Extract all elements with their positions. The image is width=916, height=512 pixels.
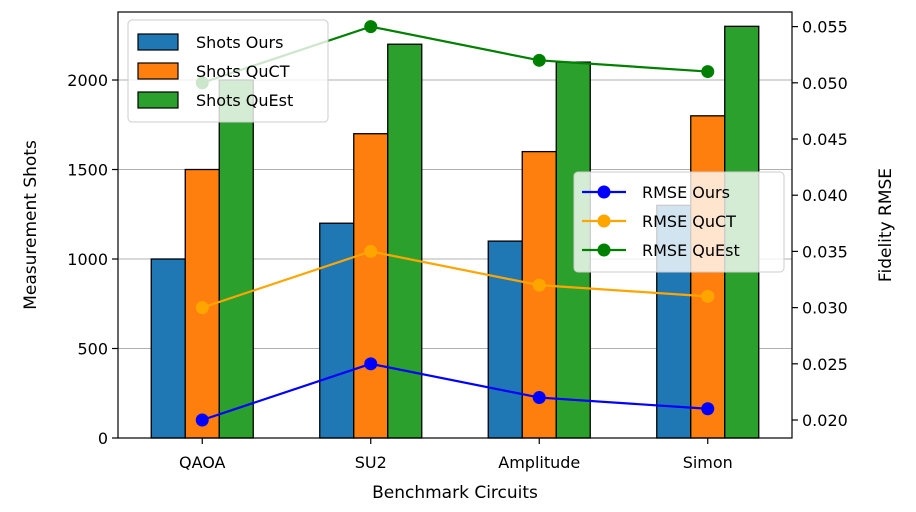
- legend-swatch: [137, 33, 179, 51]
- point-rmse-quest: [532, 53, 546, 67]
- legend-label: RMSE QuEst: [642, 241, 740, 260]
- legend-box: [573, 171, 785, 273]
- y2-axis-label: Fidelity RMSE: [876, 168, 896, 282]
- y-tick-label: 1500: [67, 161, 108, 180]
- legend-swatch: [137, 62, 179, 80]
- legend-marker: [597, 185, 611, 199]
- y2-tick-label: 0.040: [802, 186, 848, 205]
- point-rmse-ours: [532, 391, 546, 405]
- legend-swatch: [137, 91, 179, 109]
- left-axis: 0 500 1000 1500 2000: [67, 71, 118, 448]
- y-tick-label: 2000: [67, 71, 108, 90]
- y2-tick-label: 0.030: [802, 299, 848, 318]
- y-tick-label: 500: [77, 340, 108, 359]
- x-axis: QAOA SU2 Amplitude Simon: [179, 438, 733, 472]
- bar-shots-quct: [690, 115, 726, 439]
- x-tick-label: Simon: [683, 453, 733, 472]
- y-tick-label: 0: [98, 429, 108, 448]
- x-tick-label: QAOA: [179, 453, 226, 472]
- point-rmse-ours: [195, 413, 209, 427]
- bar-shots-ours: [319, 222, 355, 439]
- y2-tick-label: 0.045: [802, 130, 848, 149]
- legend-rmse: RMSE Ours RMSE QuCT RMSE QuEst: [573, 171, 785, 273]
- y2-tick-label: 0.035: [802, 242, 848, 261]
- legend-label: Shots QuCT: [196, 62, 290, 81]
- bar-shots-quest: [387, 43, 423, 439]
- point-rmse-quct: [532, 278, 546, 292]
- legend-label: Shots Ours: [196, 33, 283, 52]
- x-axis-label: Benchmark Circuits: [372, 483, 538, 503]
- point-rmse-quest: [701, 65, 715, 79]
- point-rmse-ours: [701, 402, 715, 416]
- point-rmse-quct: [195, 301, 209, 315]
- legend-label: RMSE QuCT: [642, 212, 736, 231]
- legend-marker: [597, 214, 611, 228]
- y2-tick-label: 0.055: [802, 18, 848, 37]
- rmse-lines: [195, 20, 715, 427]
- legend-label: RMSE Ours: [642, 183, 730, 202]
- right-axis: 0.020 0.025 0.030 0.035 0.040 0.045 0.050 0.055: [792, 18, 848, 430]
- bar-shots-quct: [353, 133, 389, 439]
- bar-shots-ours: [150, 258, 186, 439]
- point-rmse-ours: [364, 357, 378, 371]
- bar-shots-ours: [487, 240, 523, 439]
- point-rmse-quct: [701, 289, 715, 303]
- x-tick-label: Amplitude: [498, 453, 580, 472]
- line-rmse-ours: [201, 362, 708, 422]
- legend-shots: Shots Ours Shots QuCT Shots QuEst: [127, 19, 329, 123]
- y2-tick-label: 0.050: [802, 74, 848, 93]
- legend-marker: [597, 243, 611, 257]
- legend-label: Shots QuEst: [196, 91, 293, 110]
- x-tick-label: SU2: [355, 453, 387, 472]
- line-rmse-quct: [201, 250, 708, 309]
- point-rmse-quct: [364, 244, 378, 258]
- y2-tick-label: 0.020: [802, 411, 848, 430]
- y2-tick-label: 0.025: [802, 355, 848, 374]
- point-rmse-quest: [364, 20, 378, 34]
- y-tick-label: 1000: [67, 250, 108, 269]
- y-axis-label: Measurement Shots: [21, 140, 41, 310]
- bar-shots-quest: [218, 79, 254, 439]
- plot-frame: [117, 11, 793, 439]
